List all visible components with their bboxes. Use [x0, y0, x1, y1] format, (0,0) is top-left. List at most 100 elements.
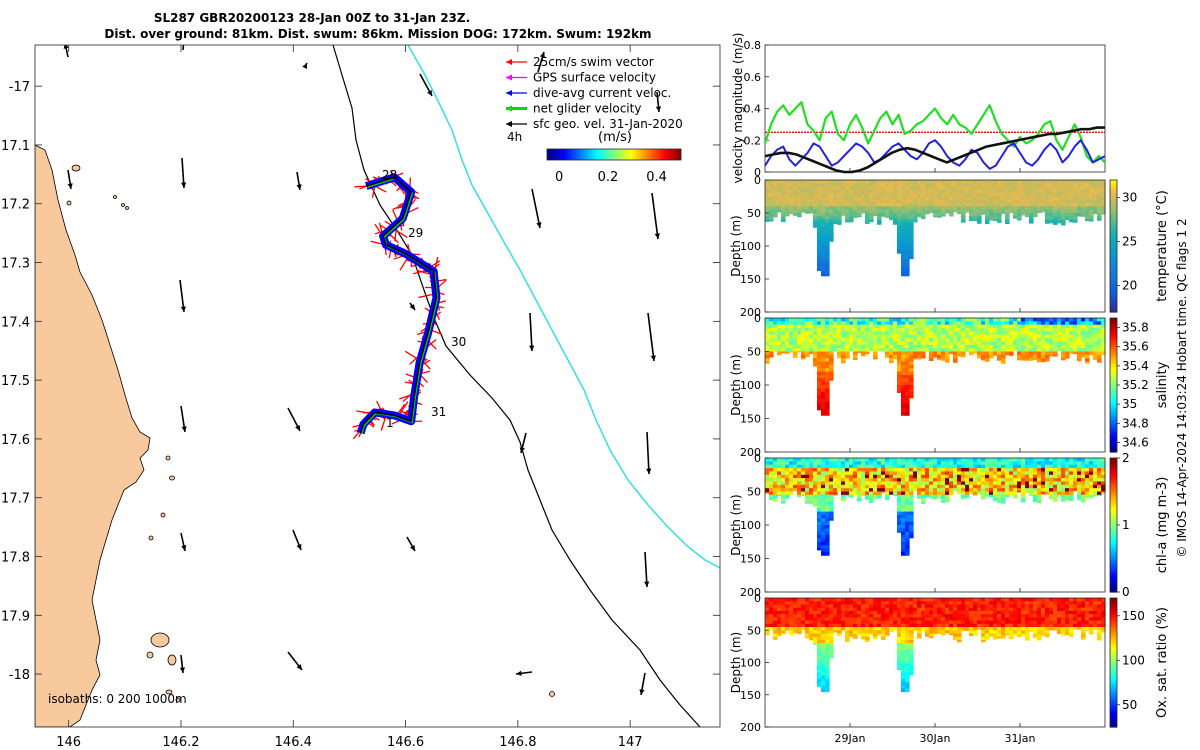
data-cell [953, 341, 958, 346]
data-cell [853, 601, 858, 606]
data-cell [777, 193, 782, 198]
data-cell [905, 652, 910, 657]
data-cell [1009, 481, 1014, 486]
data-cell [973, 604, 978, 609]
colorbar-tick-label: 35.6 [1122, 340, 1149, 354]
data-cell [809, 344, 814, 349]
data-cell [813, 617, 818, 622]
data-cell [885, 498, 890, 500]
data-cell [865, 216, 870, 221]
colorbar-cell [1110, 574, 1117, 577]
data-cell [949, 344, 954, 349]
data-cell [1069, 318, 1074, 322]
data-cell [1101, 186, 1106, 191]
data-cell [977, 464, 982, 469]
data-cell [769, 610, 774, 615]
data-cell [821, 216, 826, 221]
data-cell [773, 627, 778, 631]
data-cell [933, 488, 938, 493]
data-cell [897, 183, 902, 188]
data-cell [973, 324, 978, 329]
data-cell [1089, 180, 1094, 184]
data-cell [765, 484, 770, 489]
data-cell [897, 652, 902, 657]
colorbar-cell [1110, 420, 1117, 424]
data-cell [825, 331, 830, 336]
data-cell [1101, 328, 1106, 332]
colorbar-cell [1110, 237, 1117, 240]
colorbar-cell [1110, 347, 1117, 350]
data-cell [1085, 494, 1090, 499]
colorbar-cell [1110, 257, 1117, 260]
data-cell [997, 468, 1002, 472]
data-cell [1061, 219, 1066, 224]
data-cell [985, 321, 990, 326]
data-cell [825, 180, 830, 184]
data-cell [857, 474, 862, 479]
data-cell [881, 199, 886, 204]
colorbar-cell [1110, 210, 1117, 214]
data-cell [817, 262, 822, 267]
data-cell [769, 206, 774, 211]
data-cell [897, 344, 902, 349]
data-cell [825, 535, 830, 539]
data-cell [857, 498, 862, 502]
data-cell [993, 601, 998, 606]
data-cell [845, 623, 850, 628]
data-cell [829, 627, 834, 631]
data-cell [997, 354, 1002, 359]
data-cell [825, 341, 830, 346]
data-cell [789, 318, 794, 322]
data-cell [925, 617, 930, 622]
data-cell [1009, 328, 1014, 332]
colorbar-cell [1110, 283, 1117, 287]
data-cell [1045, 478, 1050, 483]
data-cell [973, 189, 978, 194]
colorbar-cell [1110, 342, 1117, 346]
data-cell [857, 203, 862, 207]
legend-label: 25cm/s swim vector [533, 55, 654, 69]
data-cell [1041, 464, 1046, 469]
data-cell [981, 636, 986, 641]
data-cell [869, 468, 874, 472]
data-cell [949, 474, 954, 479]
data-cell [997, 494, 1002, 499]
data-cell [929, 331, 934, 336]
colorbar-cell [620, 149, 622, 160]
data-cell [933, 478, 938, 483]
data-cell [937, 193, 942, 198]
data-cell [797, 193, 802, 198]
data-cell [1085, 318, 1090, 322]
data-cell [997, 461, 1002, 466]
data-cell [853, 610, 858, 615]
colorbar-tick-label: 1 [1122, 518, 1130, 532]
data-cell [989, 598, 994, 602]
data-cell [785, 334, 790, 339]
data-cell [841, 458, 846, 462]
colorbar-cell [569, 149, 571, 160]
data-cell [793, 193, 798, 198]
data-cell [829, 633, 834, 638]
data-cell [1085, 324, 1090, 329]
data-cell [997, 344, 1002, 349]
colorbar-cell [1110, 440, 1117, 444]
data-cell [993, 598, 998, 602]
data-cell [861, 630, 866, 635]
data-cell [1037, 354, 1042, 359]
data-cell [825, 598, 830, 602]
data-cell [841, 481, 846, 486]
data-cell [853, 354, 858, 359]
colorbar-cell [1110, 188, 1117, 192]
data-cell [825, 620, 830, 625]
data-cell [885, 458, 890, 462]
current-arrow [302, 62, 308, 69]
data-cell [1041, 488, 1046, 493]
data-cell [777, 351, 782, 356]
data-cell [989, 180, 994, 184]
data-cell [957, 321, 962, 326]
data-cell [813, 354, 818, 359]
data-cell [901, 385, 906, 389]
colorbar-cell [547, 149, 549, 160]
data-cell [997, 607, 1002, 612]
data-cell [801, 193, 806, 198]
